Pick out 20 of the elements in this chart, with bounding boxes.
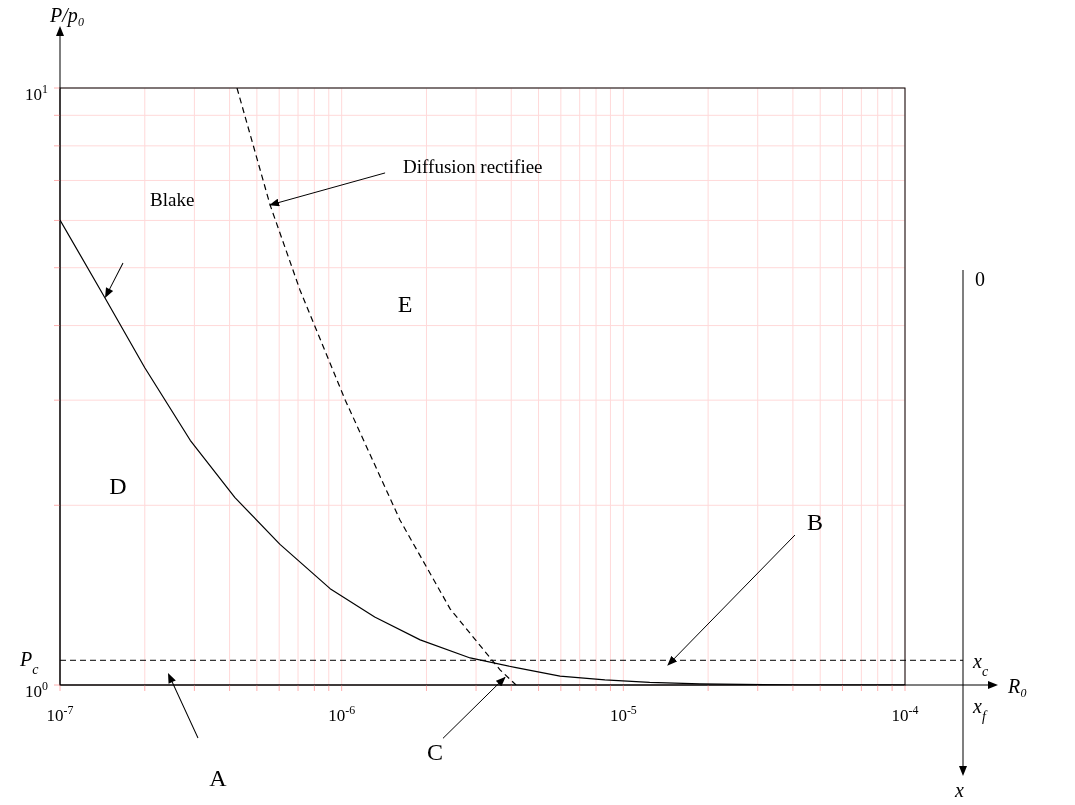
annotation: Blake [150,189,195,210]
ref-line-label: P$_{c}$ [19,648,40,677]
y-tick-label: 10$^{0}$ [25,679,49,701]
text: A [209,765,228,791]
text: x [954,779,964,801]
annotation: Diffusion rectifiee [403,155,543,177]
text: x$_{f}$ [972,695,988,724]
annotation: E [397,291,413,317]
annotation: B [806,509,823,536]
x-tick-label: 10$^{-7}$ [46,703,74,725]
x-axis-title: R₀ [1007,675,1028,697]
text: 0 [975,268,985,290]
annotation: D [109,473,127,499]
x-tick-label: 10$^{-6}$ [328,703,356,725]
annotation: C [426,739,443,766]
y-axis-title: P/p₀ [49,4,85,27]
text: x$_{c}$ [972,650,989,679]
x-tick-label: 10$^{-4}$ [891,703,919,725]
y-tick-label: 10$^{1}$ [25,82,49,104]
x-tick-label: 10$^{-5}$ [609,703,637,725]
